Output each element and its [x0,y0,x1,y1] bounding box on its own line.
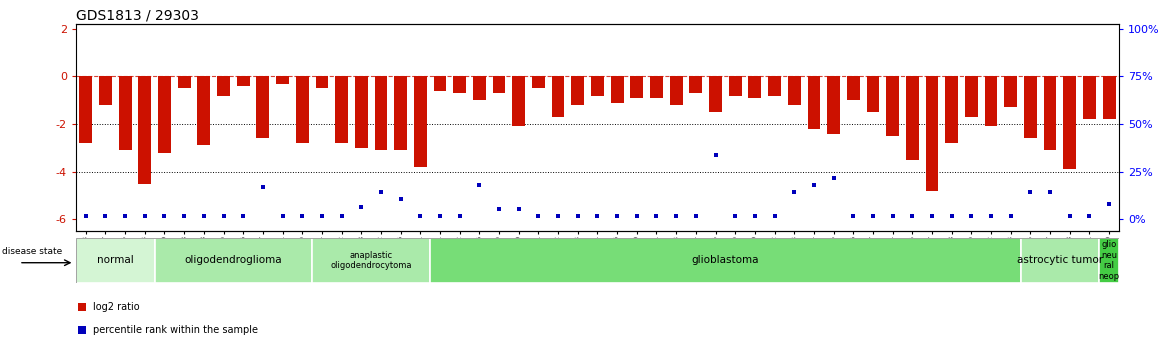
Bar [1004,77,1017,107]
Bar [312,238,430,283]
Bar [413,77,426,167]
Text: disease state: disease state [1,247,62,256]
Text: GDS1813 / 29303: GDS1813 / 29303 [76,9,199,23]
Bar [531,77,544,88]
Bar [1063,77,1076,169]
Bar [867,77,880,112]
Bar [154,238,312,283]
Bar [395,77,406,150]
Bar [769,77,781,96]
Bar [827,77,840,134]
Text: astrocytic tumor: astrocytic tumor [1017,256,1103,265]
Bar [965,77,978,117]
Bar [669,77,682,105]
Text: normal: normal [97,256,133,265]
Bar [591,77,604,96]
Text: glio
neu
ral
neop: glio neu ral neop [1099,240,1120,280]
Bar [925,77,938,191]
Bar [571,77,584,105]
Bar [355,77,368,148]
Bar [197,77,210,146]
Bar [119,77,132,150]
Text: glioblastoma: glioblastoma [691,256,759,265]
Bar [906,77,919,160]
Bar [788,77,800,105]
Bar [296,77,308,143]
Bar [237,77,250,86]
Bar [729,77,742,96]
Text: log2 ratio: log2 ratio [93,302,140,312]
Bar [807,77,820,129]
Bar [217,77,230,96]
Bar [1103,77,1115,119]
Bar [433,77,446,91]
Bar [887,77,899,136]
Bar [1099,238,1119,283]
Bar [651,77,663,98]
Bar [513,77,526,127]
Bar [493,77,506,93]
Bar [178,77,190,88]
Bar [551,77,564,117]
Bar [158,77,171,152]
Bar [335,77,348,143]
Bar [315,77,328,88]
Bar [749,77,762,98]
Bar [76,238,154,283]
Bar [276,77,288,83]
Bar [1044,77,1057,150]
Text: anaplastic
oligodendrocytoma: anaplastic oligodendrocytoma [331,251,412,270]
Bar [985,77,997,127]
Text: oligodendroglioma: oligodendroglioma [185,256,283,265]
Bar [945,77,958,143]
Bar [1024,77,1037,138]
Bar [430,238,1021,283]
Bar [611,77,624,103]
Bar [473,77,486,100]
Text: percentile rank within the sample: percentile rank within the sample [93,325,258,335]
Bar [1083,77,1096,119]
Bar [453,77,466,93]
Bar [1021,238,1099,283]
Bar [847,77,860,100]
Bar [689,77,702,93]
Bar [631,77,644,98]
Bar [375,77,388,150]
Bar [79,77,92,143]
Bar [709,77,722,112]
Bar [99,77,112,105]
Bar [257,77,270,138]
Bar [138,77,151,184]
